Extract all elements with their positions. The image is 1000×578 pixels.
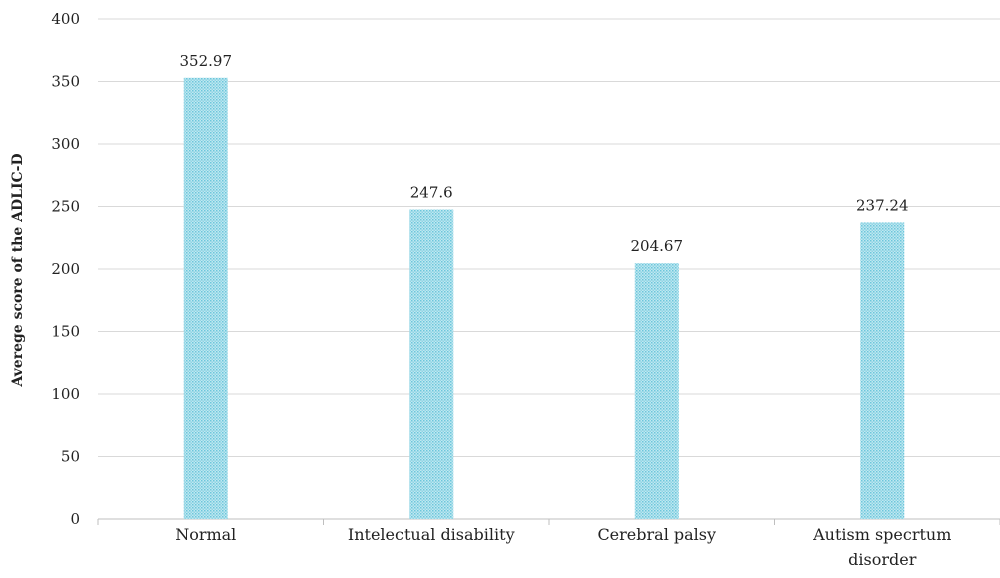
- y-tick-label: 200: [51, 260, 80, 278]
- x-tick-label: Cerebral palsy: [597, 525, 716, 544]
- y-tick-label: 100: [51, 385, 80, 403]
- y-tick-label: 300: [51, 135, 80, 153]
- x-tick-label: Intelectual disability: [348, 525, 515, 544]
- y-tick-label: 0: [70, 510, 80, 528]
- y-axis: 0 50 100 150 200 250 300 350 400: [51, 10, 80, 528]
- y-tick-label: 350: [51, 73, 80, 91]
- gridlines: [98, 18, 1000, 457]
- bar: [860, 222, 905, 519]
- x-axis: Normal Intelectual disability Cerebral pal…: [97, 518, 1000, 569]
- bars: [183, 77, 905, 519]
- data-label: 247.6: [410, 184, 453, 202]
- y-axis-title: Averege score of the ADLIC-D: [10, 153, 26, 387]
- bar: [634, 263, 679, 519]
- x-tick-label: Autism specrtum disorder: [812, 525, 951, 569]
- data-label: 204.67: [631, 237, 684, 255]
- x-tick-label: Normal: [175, 525, 236, 544]
- y-tick-label: 150: [51, 323, 80, 341]
- y-tick-label: 400: [51, 10, 80, 28]
- data-label: 237.24: [856, 196, 909, 214]
- bar: [409, 209, 454, 519]
- data-label: 352.97: [180, 52, 233, 70]
- bar: [183, 77, 228, 519]
- data-labels: 352.97 247.6 204.67 237.24: [180, 52, 909, 255]
- y-tick-label: 50: [61, 448, 80, 466]
- y-tick-label: 250: [51, 198, 80, 216]
